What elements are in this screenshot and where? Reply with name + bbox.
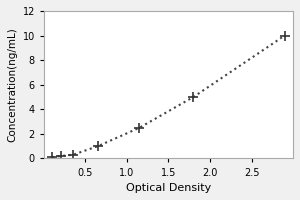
X-axis label: Optical Density: Optical Density: [126, 183, 211, 193]
Y-axis label: Concentration(ng/mL): Concentration(ng/mL): [7, 27, 17, 142]
